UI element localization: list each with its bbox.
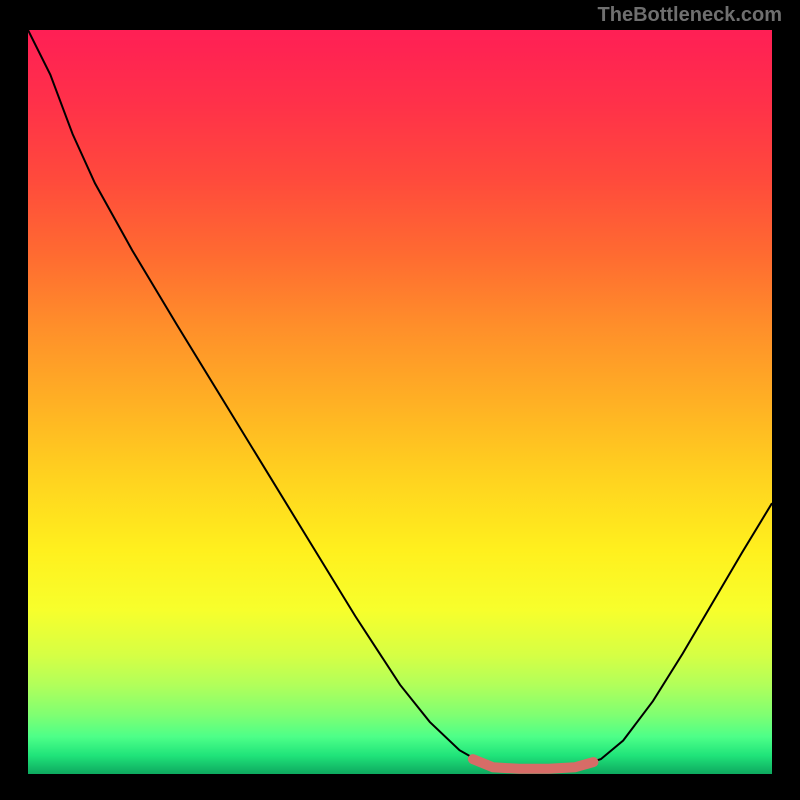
gradient-rect [28,30,772,774]
gradient-heatmap [28,30,772,774]
chart-root: TheBottleneck.com [0,0,800,800]
plot-area [28,30,772,774]
watermark-text: TheBottleneck.com [598,4,782,27]
